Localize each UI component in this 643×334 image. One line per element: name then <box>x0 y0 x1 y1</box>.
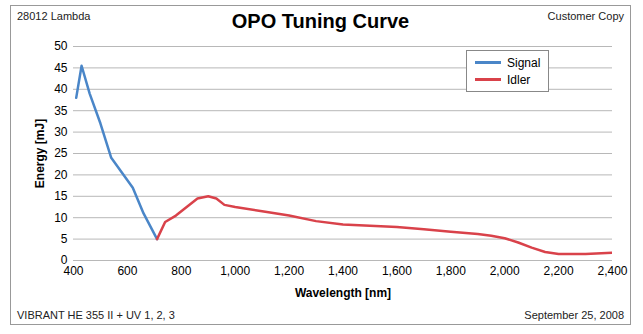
svg-text:5: 5 <box>61 232 68 246</box>
svg-text:40: 40 <box>54 82 68 96</box>
svg-text:Wavelength [nm]: Wavelength [nm] <box>295 286 391 300</box>
svg-text:0: 0 <box>61 253 68 267</box>
html-text:28012 Lambda: 28012 Lambda <box>17 10 91 22</box>
svg-text:50: 50 <box>54 39 68 53</box>
html-text:Idler: Idler <box>507 72 531 87</box>
svg-text:1,200: 1,200 <box>274 264 304 278</box>
svg-text:1,800: 1,800 <box>436 264 466 278</box>
svg-text:35: 35 <box>54 104 68 118</box>
svg-text:1,400: 1,400 <box>328 264 358 278</box>
svg-text:2,200: 2,200 <box>544 264 574 278</box>
html-text:OPO Tuning Curve: OPO Tuning Curve <box>231 10 410 32</box>
html-text:VIBRANT HE 355 II + UV 1, 2, 3: VIBRANT HE 355 II + UV 1, 2, 3 <box>17 309 175 321</box>
html-text:September 25, 2008: September 25, 2008 <box>524 309 624 321</box>
svg-text:1,600: 1,600 <box>382 264 412 278</box>
svg-text:15: 15 <box>54 189 68 203</box>
svg-text:2,400: 2,400 <box>597 264 627 278</box>
svg-text:Energy [mJ]: Energy [mJ] <box>33 119 47 188</box>
html-text:Signal: Signal <box>507 55 541 70</box>
svg-text:400: 400 <box>63 264 84 278</box>
svg-text:25: 25 <box>54 146 68 160</box>
svg-text:800: 800 <box>171 264 191 278</box>
svg-text:20: 20 <box>54 168 68 182</box>
svg-text:45: 45 <box>54 61 68 75</box>
svg-text:10: 10 <box>54 211 68 225</box>
svg-text:30: 30 <box>54 125 68 139</box>
html-text:Customer Copy: Customer Copy <box>547 10 624 22</box>
svg-text:2,000: 2,000 <box>490 264 520 278</box>
svg-text:1,000: 1,000 <box>220 264 250 278</box>
svg-text:600: 600 <box>117 264 137 278</box>
